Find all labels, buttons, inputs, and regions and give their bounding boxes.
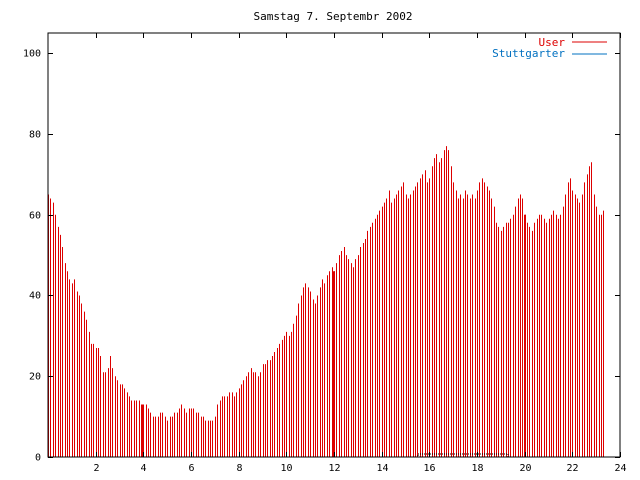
y-tick-label: 60 [29,211,41,222]
x-tick-label: 14 [376,463,388,474]
bar-user-highlight [524,214,526,457]
x-axis-ticks: 2 4 6 8 10 12 14 16 18 20 22 24 [93,33,627,474]
bar-user-highlight [142,404,144,457]
x-tick-label: 12 [328,463,340,474]
x-tick-label: 4 [140,463,146,474]
x-tick-label: 16 [423,463,435,474]
x-tick-label: 6 [188,463,194,474]
y-tick-label: 40 [29,291,41,302]
bottom-annotation-bar [417,453,509,458]
x-tick-label: 20 [519,463,531,474]
bar-user-highlight [333,271,335,457]
x-tick-label: 8 [236,463,242,474]
x-tick-label: 22 [566,463,578,474]
y-tick-label: 100 [23,49,41,60]
x-tick-label: 10 [280,463,292,474]
y-tick-label: 20 [29,372,41,383]
legend: User Stuttgarter [492,36,607,60]
y-tick-label: 80 [29,130,41,141]
legend-stuttgarter-label: Stuttgarter [492,47,565,60]
bars-layer [48,146,604,457]
x-tick-label: 18 [471,463,483,474]
x-tick-label: 2 [93,463,99,474]
y-axis-ticks: 0 20 40 60 80 100 [23,49,620,464]
y-tick-label: 0 [35,453,41,464]
legend-user-label: User [539,36,566,49]
x-tick-label: 24 [614,463,626,474]
chart-title: Samstag 7. Septembr 2002 [254,10,413,23]
